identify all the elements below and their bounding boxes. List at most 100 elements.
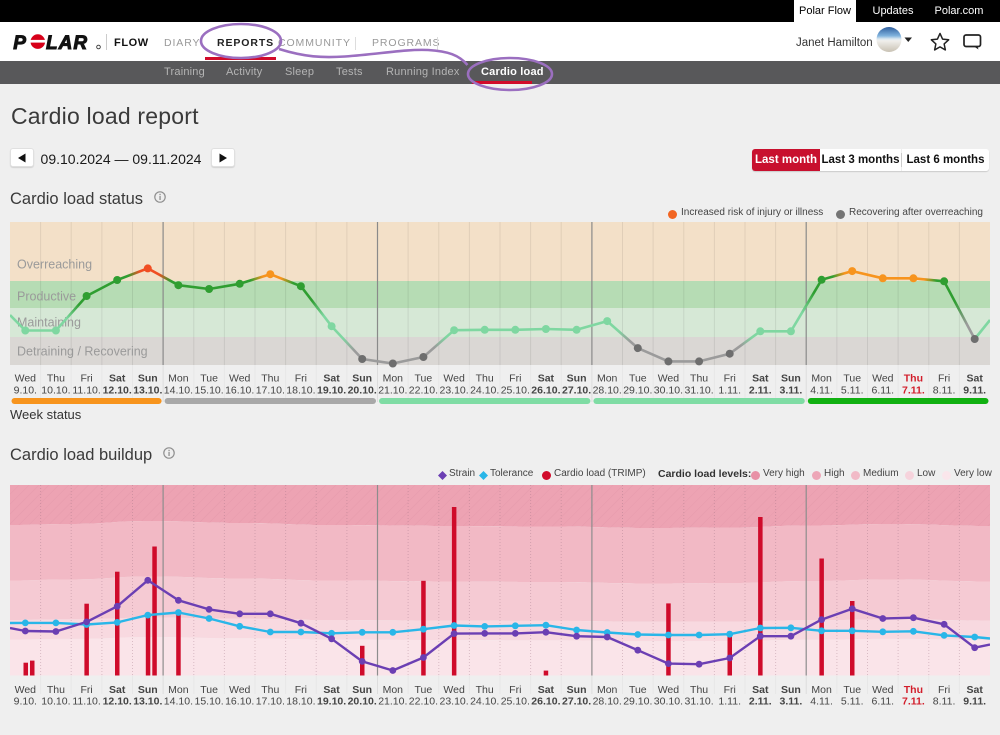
svg-text:Mon: Mon <box>597 373 618 385</box>
svg-text:Thu: Thu <box>47 684 65 696</box>
svg-text:Tue: Tue <box>843 373 861 385</box>
svg-text:29.10.: 29.10. <box>623 385 652 397</box>
svg-text:16.10.: 16.10. <box>225 385 254 397</box>
svg-text:Sat: Sat <box>752 684 769 696</box>
svg-text:P: P <box>13 34 26 51</box>
svg-text:9.11.: 9.11. <box>963 385 986 397</box>
svg-text:9.10.: 9.10. <box>14 696 37 707</box>
svg-text:28.10.: 28.10. <box>593 385 622 397</box>
svg-text:Fri: Fri <box>724 684 736 696</box>
svg-text:Sun: Sun <box>567 684 587 696</box>
svg-text:7.11.: 7.11. <box>902 696 925 707</box>
svg-text:Tue: Tue <box>415 684 433 696</box>
svg-text:24.10.: 24.10. <box>470 696 499 707</box>
svg-text:Fri: Fri <box>938 684 950 696</box>
svg-text:Sat: Sat <box>323 373 340 385</box>
svg-text:15.10.: 15.10. <box>194 385 223 397</box>
svg-text:Mon: Mon <box>383 373 404 385</box>
svg-text:Mon: Mon <box>383 684 404 696</box>
svg-text:30.10.: 30.10. <box>654 696 683 707</box>
svg-text:6.11.: 6.11. <box>872 385 895 397</box>
svg-text:Tue: Tue <box>843 684 861 696</box>
svg-text:Sun: Sun <box>781 684 801 696</box>
svg-text:5.11.: 5.11. <box>841 696 864 707</box>
svg-text:19.10.: 19.10. <box>317 385 346 397</box>
svg-text:Sun: Sun <box>138 684 158 696</box>
svg-text:Thu: Thu <box>904 373 923 385</box>
svg-text:4.11.: 4.11. <box>810 696 833 707</box>
svg-text:2.11.: 2.11. <box>749 385 772 397</box>
svg-text:3.11.: 3.11. <box>780 696 803 707</box>
svg-text:16.10.: 16.10. <box>225 696 254 707</box>
svg-text:31.10.: 31.10. <box>684 696 713 707</box>
svg-text:Thu: Thu <box>261 373 279 385</box>
svg-text:Sun: Sun <box>781 373 801 385</box>
svg-text:24.10.: 24.10. <box>470 385 499 397</box>
svg-text:6.11.: 6.11. <box>872 696 895 707</box>
svg-text:8.11.: 8.11. <box>933 696 956 707</box>
svg-text:30.10.: 30.10. <box>654 385 683 397</box>
svg-text:11.10.: 11.10. <box>72 696 100 707</box>
svg-text:4.11.: 4.11. <box>810 385 833 397</box>
svg-text:12.10.: 12.10. <box>103 385 132 397</box>
svg-text:Fri: Fri <box>80 373 92 385</box>
svg-text:Fri: Fri <box>509 684 521 696</box>
svg-text:9.10.: 9.10. <box>14 385 37 397</box>
svg-text:31.10.: 31.10. <box>684 385 713 397</box>
svg-text:15.10.: 15.10. <box>194 696 223 707</box>
svg-text:Tue: Tue <box>200 684 218 696</box>
svg-text:Fri: Fri <box>509 373 521 385</box>
svg-text:17.10.: 17.10. <box>256 385 285 397</box>
svg-text:23.10.: 23.10. <box>439 696 468 707</box>
svg-text:Sun: Sun <box>352 684 372 696</box>
svg-text:13.10.: 13.10. <box>133 385 162 397</box>
svg-text:Tue: Tue <box>629 373 647 385</box>
svg-text:10.10.: 10.10. <box>41 696 70 707</box>
svg-text:10.10.: 10.10. <box>41 385 70 397</box>
svg-text:Sun: Sun <box>567 373 587 385</box>
svg-text:1.11.: 1.11. <box>718 385 741 397</box>
svg-text:Sat: Sat <box>323 684 340 696</box>
svg-text:Thu: Thu <box>476 373 494 385</box>
svg-text:Wed: Wed <box>15 684 37 696</box>
svg-text:9.11.: 9.11. <box>963 696 986 707</box>
svg-text:Sat: Sat <box>967 373 984 385</box>
svg-text:18.10.: 18.10. <box>286 696 315 707</box>
svg-text:Wed: Wed <box>443 373 465 385</box>
svg-text:22.10.: 22.10. <box>409 696 438 707</box>
svg-text:1.11.: 1.11. <box>718 696 741 707</box>
svg-text:11.10.: 11.10. <box>72 385 100 397</box>
svg-text:Tue: Tue <box>200 373 218 385</box>
svg-text:Tue: Tue <box>629 684 647 696</box>
svg-text:Sat: Sat <box>109 373 126 385</box>
svg-text:Mon: Mon <box>811 684 832 696</box>
svg-text:Wed: Wed <box>229 373 251 385</box>
svg-text:Fri: Fri <box>724 373 736 385</box>
svg-text:26.10.: 26.10. <box>531 696 560 707</box>
svg-text:Mon: Mon <box>168 373 189 385</box>
svg-text:Overreaching: Overreaching <box>17 258 92 272</box>
svg-text:20.10.: 20.10. <box>348 696 377 707</box>
svg-text:8.11.: 8.11. <box>933 385 956 397</box>
svg-text:Mon: Mon <box>168 684 189 696</box>
svg-text:27.10.: 27.10. <box>562 696 591 707</box>
svg-text:Wed: Wed <box>658 684 680 696</box>
svg-text:Sun: Sun <box>138 373 158 385</box>
svg-text:Thu: Thu <box>904 684 923 696</box>
svg-text:Productive: Productive <box>17 290 76 304</box>
svg-text:Thu: Thu <box>690 684 708 696</box>
svg-text:Mon: Mon <box>597 684 618 696</box>
svg-text:7.11.: 7.11. <box>902 385 925 397</box>
svg-text:Sat: Sat <box>967 684 984 696</box>
svg-text:3.11.: 3.11. <box>780 385 803 397</box>
svg-text:Fri: Fri <box>80 684 92 696</box>
svg-text:Thu: Thu <box>690 373 708 385</box>
svg-text:Fri: Fri <box>938 373 950 385</box>
svg-text:Sun: Sun <box>352 373 372 385</box>
svg-text:27.10.: 27.10. <box>562 385 591 397</box>
svg-text:Wed: Wed <box>872 373 894 385</box>
svg-text:Sat: Sat <box>538 684 555 696</box>
svg-text:17.10.: 17.10. <box>256 696 285 707</box>
svg-text:18.10.: 18.10. <box>286 385 315 397</box>
svg-text:21.10.: 21.10. <box>378 696 407 707</box>
